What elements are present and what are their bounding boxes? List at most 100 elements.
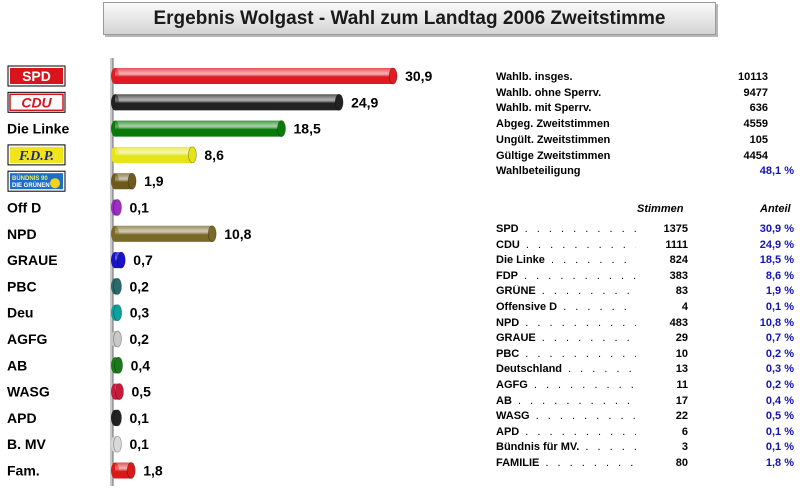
party-share: 0,1 % xyxy=(765,301,794,313)
party-share: 10,8 % xyxy=(759,316,794,329)
stats-row: Abgeg. Zweitstimmen 4559 xyxy=(496,118,768,133)
table-row: PBC . . . . . . . . . . . . . . . . . 10 0… xyxy=(496,348,796,364)
value-label: 8,6 xyxy=(204,147,224,163)
party-name: APD . . . . . . . . . . . . . . . . . xyxy=(496,425,636,438)
cdu-logo-text: CDU xyxy=(21,94,52,110)
category-label: GRAUE xyxy=(7,252,58,268)
value-label: 0,2 xyxy=(130,331,150,347)
category-label: Off D xyxy=(7,200,41,216)
stats-value: 4559 xyxy=(743,118,768,131)
bar-chart: 30,9 24,9 18,5 Die Linke 8,6 1,9 0,1 Off D 10,8 N… xyxy=(7,58,433,486)
stats-value: 4454 xyxy=(743,149,768,162)
bar-cap xyxy=(113,278,122,295)
bar-cap xyxy=(113,330,122,348)
header-votes: Stimmen xyxy=(637,203,684,215)
value-label: 0,7 xyxy=(133,252,153,268)
stats-label: Abgeg. Zweitstimmen xyxy=(496,118,610,131)
stats-row: Gültige Zweitstimmen 4454 xyxy=(496,150,768,165)
party-name: CDU . . . . . . . . . . . . . . . . . xyxy=(496,238,636,251)
table-row: GRÜNE . . . . . . . . . . . . . . . . . 8… xyxy=(496,285,796,301)
stats-label: Ungült. Zweitstimmen xyxy=(496,133,611,146)
bar-cap xyxy=(116,251,126,269)
stats-row: Wahlb. mit Sperrv. 636 xyxy=(496,102,768,117)
stats-label: Wahlbeteiligung xyxy=(496,165,581,178)
bar-cap xyxy=(115,383,124,400)
party-share: 30,9 % xyxy=(759,223,794,235)
table-row: APD . . . . . . . . . . . . . . . . . 6 0,… xyxy=(496,426,796,442)
value-label: 0,1 xyxy=(130,200,150,216)
stats-row: Ungült. Zweitstimmen 105 xyxy=(496,134,768,149)
bar-cap xyxy=(127,172,137,190)
party-name: PBC . . . . . . . . . . . . . . . . . xyxy=(496,347,636,360)
sunflower-icon xyxy=(50,178,60,189)
category-label: Die Linke xyxy=(7,121,69,137)
stats-value: 636 xyxy=(749,102,768,115)
party-votes: 1111 xyxy=(665,238,688,251)
gruene-logo xyxy=(10,173,63,190)
stats-label: Wahlb. mit Sperrv. xyxy=(496,102,592,115)
party-votes: 80 xyxy=(675,457,688,469)
party-share: 1,9 % xyxy=(765,285,794,298)
party-share: 0,2 % xyxy=(765,347,794,360)
party-share: 0,3 % xyxy=(765,363,794,376)
spd-logo xyxy=(10,68,63,84)
stats-row: Wahlb. ohne Sperrv. 9477 xyxy=(496,87,768,102)
spd-logo-text: SPD xyxy=(22,68,51,84)
fdp-logo xyxy=(10,146,63,163)
party-votes: 10 xyxy=(675,347,688,360)
party-votes: 11 xyxy=(676,379,688,391)
title-box: Ergebnis Wolgast - Wahl zum Landtag 2006… xyxy=(103,2,716,35)
value-label: 0,4 xyxy=(131,357,151,373)
party-name: WASG . . . . . . . . . . . . . . . . . xyxy=(496,410,636,423)
value-label: 0,2 xyxy=(130,278,150,294)
value-label: 10,8 xyxy=(224,226,251,242)
stats-value: 10113 xyxy=(738,71,768,83)
party-share: 0,4 % xyxy=(765,394,794,407)
party-votes: 17 xyxy=(675,394,688,407)
party-share: 0,1 % xyxy=(765,425,794,438)
bar-cap xyxy=(334,93,344,111)
stats-value: 9477 xyxy=(743,86,768,99)
table-row: FDP . . . . . . . . . . . . . . . . . 383… xyxy=(496,270,796,286)
stats-label: Gültige Zweitstimmen xyxy=(496,149,611,162)
value-label: 1,8 xyxy=(143,463,163,479)
table-row: AGFG . . . . . . . . . . . . . . . . . 11… xyxy=(496,379,796,395)
party-name: Offensive D . . . . . . . . . . . . . . … xyxy=(496,301,636,313)
party-votes: 29 xyxy=(675,332,688,345)
bar xyxy=(115,462,132,479)
party-votes: 6 xyxy=(681,425,688,438)
value-label: 30,9 xyxy=(405,68,432,84)
bar-cap xyxy=(113,435,122,453)
party-name: AB . . . . . . . . . . . . . . . . . xyxy=(496,394,636,407)
party-share: 0,7 % xyxy=(765,332,794,345)
category-label: APD xyxy=(7,410,37,426)
category-label: B. MV xyxy=(7,436,47,452)
bar xyxy=(115,173,133,190)
value-label: 24,9 xyxy=(351,94,378,110)
category-label: PBC xyxy=(7,278,37,294)
bar-cap xyxy=(126,462,136,479)
party-share: 24,9 % xyxy=(759,238,794,251)
category-label: Fam. xyxy=(7,463,40,479)
party-name: FAMILIE . . . . . . . . . . . . . . . . … xyxy=(496,457,636,469)
category-label: NPD xyxy=(7,226,37,242)
value-label: 0,1 xyxy=(130,436,150,452)
bar xyxy=(115,68,394,84)
category-label: AGFG xyxy=(7,331,48,347)
party-share: 0,1 % xyxy=(765,441,794,454)
bar-cap xyxy=(388,67,398,85)
party-share: 1,8 % xyxy=(765,457,794,469)
stats-row: Wahlbeteiligung 48,1 % xyxy=(496,165,794,180)
chart-title: Ergebnis Wolgast - Wahl zum Landtag 2006… xyxy=(153,7,666,29)
party-name: Bündnis für MV. . . . . . . . . . . . . … xyxy=(496,441,636,454)
party-votes: 4 xyxy=(681,301,688,313)
value-label: 18,5 xyxy=(294,121,321,137)
value-label: 0,1 xyxy=(130,410,150,426)
bar-cap xyxy=(277,120,286,137)
party-name: GRAUE . . . . . . . . . . . . . . . . . xyxy=(496,332,636,345)
category-label: WASG xyxy=(7,384,50,400)
axis-shadow xyxy=(110,58,113,486)
party-votes: 83 xyxy=(675,285,688,298)
bar xyxy=(115,225,213,242)
party-name: Die Linke . . . . . . . . . . . . . . . … xyxy=(496,254,636,267)
